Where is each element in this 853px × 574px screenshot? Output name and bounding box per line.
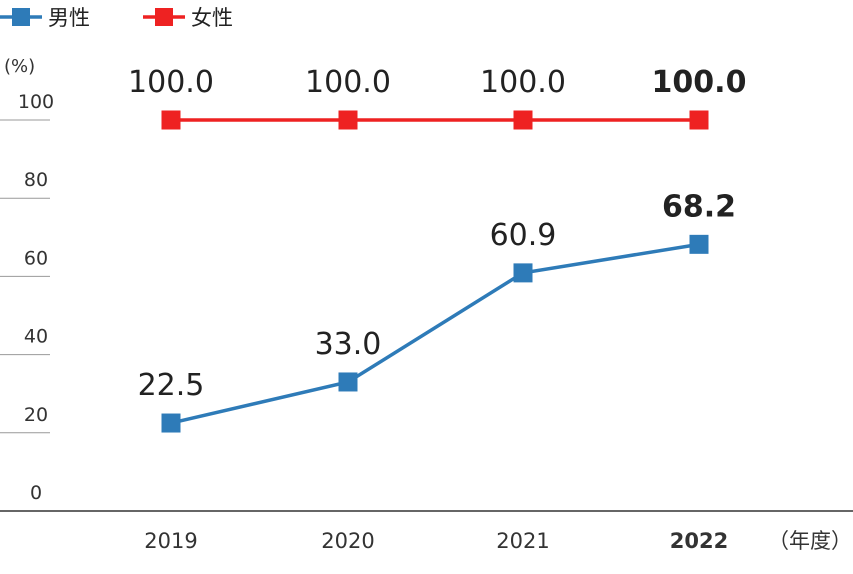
- legend-label: 男性: [48, 6, 90, 30]
- data-point: [689, 110, 709, 130]
- x-tick-label: 2020: [321, 529, 374, 553]
- y-tick-label: 80: [24, 169, 48, 191]
- data-point: [161, 110, 181, 130]
- x-axis: 2019 2020 2021 2022: [144, 529, 728, 553]
- data-label: 33.0: [315, 327, 382, 362]
- series-1: 100.0 100.0 100.0 100.0: [128, 65, 746, 130]
- series-0: 22.5 33.0 60.9 68.2: [138, 189, 736, 433]
- y-tick-label: 100: [18, 91, 54, 113]
- data-label: 100.0: [480, 65, 566, 100]
- series-line: [170, 242, 700, 425]
- data-point: [513, 263, 533, 283]
- legend-item: 女性: [143, 6, 233, 30]
- data-label: 68.2: [662, 189, 736, 224]
- y-axis-unit: (%): [4, 56, 35, 77]
- y-tick-label: 60: [24, 247, 48, 269]
- y-tick-label: 0: [30, 482, 42, 504]
- x-tick-label: 2022: [670, 529, 728, 553]
- data-point: [338, 110, 358, 130]
- data-point: [689, 234, 709, 254]
- data-point: [161, 413, 181, 433]
- data-label: 100.0: [305, 65, 391, 100]
- legend-label: 女性: [191, 6, 233, 30]
- data-point: [338, 372, 358, 392]
- x-tick-label: 2021: [496, 529, 549, 553]
- y-tick-label: 20: [24, 404, 48, 426]
- x-tick-label: 2019: [144, 529, 197, 553]
- legend-marker: [155, 8, 173, 26]
- y-tick-label: 40: [24, 326, 48, 348]
- data-label: 22.5: [138, 368, 205, 403]
- y-axis: 0 20 40 60 80 100: [0, 91, 54, 504]
- data-label: 100.0: [128, 65, 214, 100]
- legend: 男性 女性: [0, 6, 233, 30]
- legend-marker: [12, 8, 30, 26]
- series-layer: 22.5 33.0 60.9 68.2 100.0 100.0 100.0 100.0: [128, 65, 746, 433]
- data-label: 100.0: [652, 65, 747, 100]
- legend-item: 男性: [0, 6, 90, 30]
- data-label: 60.9: [490, 218, 557, 253]
- data-point: [513, 110, 533, 130]
- x-axis-unit: （年度）: [768, 529, 852, 553]
